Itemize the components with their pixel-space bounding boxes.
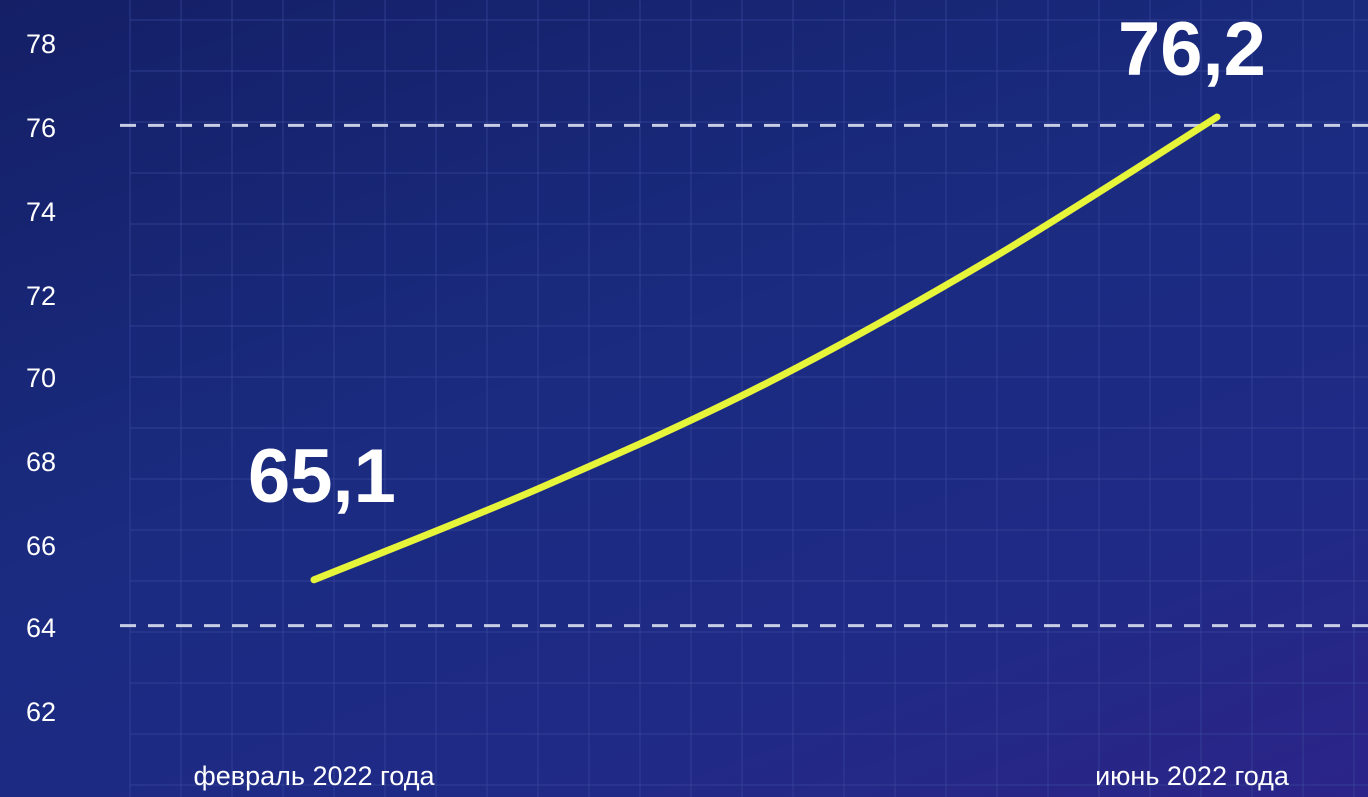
data-label-end: 76,2 xyxy=(1118,7,1266,92)
reference-lines xyxy=(120,123,1368,628)
x-category-label: июнь 2022 года xyxy=(1095,761,1290,791)
x-category-label: февраль 2022 года xyxy=(194,761,436,791)
y-tick-label: 62 xyxy=(26,697,56,727)
y-tick-label: 64 xyxy=(26,613,56,643)
y-tick-label: 68 xyxy=(26,447,56,477)
x-axis-labels: февраль 2022 года июнь 2022 года xyxy=(194,761,1290,791)
y-axis-ticks: 78 76 74 72 70 68 66 64 62 xyxy=(26,29,56,727)
chart-grid xyxy=(129,0,1368,797)
y-tick-label: 76 xyxy=(26,113,56,143)
series-line xyxy=(310,113,1221,584)
y-tick-label: 70 xyxy=(26,363,56,393)
y-tick-label: 72 xyxy=(26,281,56,311)
y-tick-label: 78 xyxy=(26,29,56,59)
y-tick-label: 74 xyxy=(26,197,56,227)
data-label-start: 65,1 xyxy=(248,434,396,519)
y-tick-label: 66 xyxy=(26,531,56,561)
